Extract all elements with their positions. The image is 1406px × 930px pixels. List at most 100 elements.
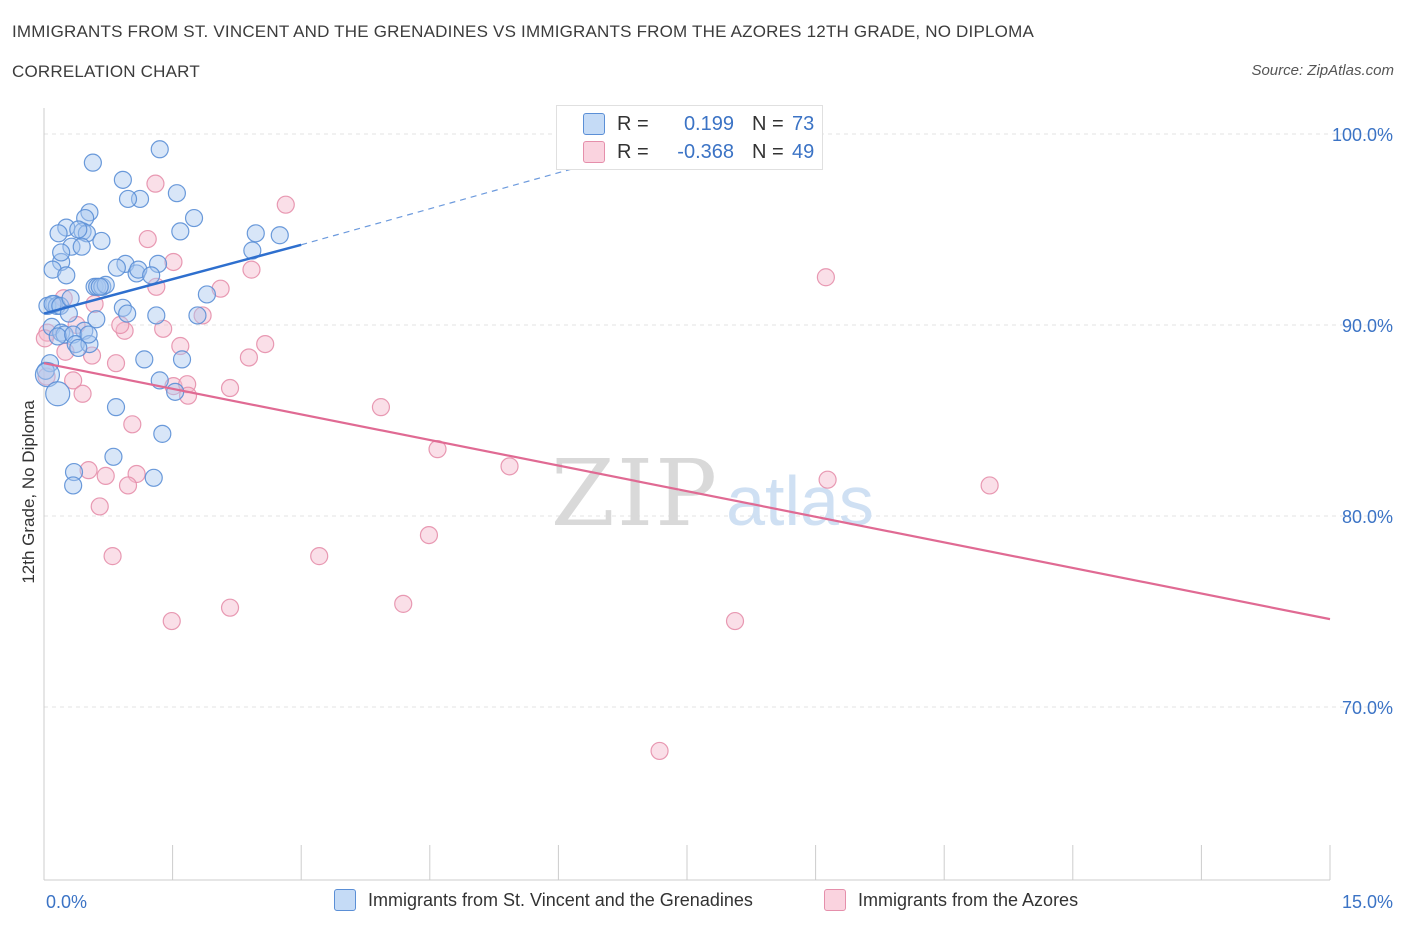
azores-point bbox=[193, 306, 212, 325]
vincent-point bbox=[135, 350, 154, 369]
legend-r-label: R = bbox=[617, 140, 649, 163]
azores-point bbox=[310, 547, 329, 566]
series-azores-points bbox=[35, 174, 999, 761]
vincent-point bbox=[171, 222, 190, 241]
vincent-point bbox=[113, 170, 132, 189]
vincent-point bbox=[118, 304, 137, 323]
azores-point bbox=[239, 348, 259, 367]
vincent-point bbox=[148, 254, 168, 273]
bottom-legend-swatch-series1 bbox=[334, 889, 356, 911]
watermark: ZIP atlas bbox=[551, 440, 874, 547]
azores-point bbox=[103, 547, 122, 566]
vincent-point bbox=[72, 237, 91, 256]
vincent-point bbox=[87, 310, 106, 329]
vincent-point bbox=[167, 184, 186, 203]
legend-n-label: N = bbox=[752, 112, 784, 135]
vincent-point bbox=[107, 258, 126, 277]
azores-point bbox=[256, 335, 275, 354]
azores-point bbox=[138, 229, 157, 249]
azores-point bbox=[220, 598, 240, 617]
azores-point bbox=[79, 461, 98, 480]
vincent-point bbox=[57, 266, 76, 285]
azores-point bbox=[106, 354, 126, 373]
vincent-point bbox=[118, 189, 138, 209]
trend-line-series2 bbox=[43, 362, 1331, 621]
vincent-point bbox=[69, 338, 88, 358]
azores-point bbox=[73, 384, 92, 403]
vincent-point bbox=[43, 260, 62, 279]
vincent-point bbox=[45, 381, 71, 407]
vincent-point bbox=[188, 306, 207, 325]
vincent-point bbox=[150, 140, 169, 159]
azores-point bbox=[242, 260, 261, 279]
chart-title: IMMIGRANTS FROM ST. VINCENT AND THE GREN… bbox=[12, 22, 1034, 41]
vincent-point bbox=[92, 231, 111, 251]
vincent-point bbox=[69, 220, 88, 239]
azores-point bbox=[980, 476, 999, 495]
azores-point bbox=[96, 466, 115, 485]
azores-point bbox=[211, 279, 230, 298]
x-tick-label: 15.0% bbox=[1342, 892, 1393, 912]
y-tick-label: 70.0% bbox=[1342, 698, 1393, 718]
legend-row-series1: R = 0.199 N = 73 bbox=[583, 111, 814, 137]
vincent-point bbox=[147, 306, 166, 325]
watermark-zip: ZIP bbox=[551, 440, 719, 547]
azores-point bbox=[818, 470, 837, 489]
vincent-point bbox=[197, 285, 216, 304]
azores-point bbox=[123, 415, 142, 434]
legend-n-value: 73 bbox=[792, 112, 815, 135]
azores-point bbox=[371, 398, 391, 417]
azores-point bbox=[146, 174, 165, 193]
vincent-point bbox=[83, 153, 102, 172]
trend-line-series1-extension bbox=[301, 160, 602, 246]
legend-swatch-series2 bbox=[583, 141, 605, 163]
vincent-point bbox=[246, 224, 265, 243]
y-tick-label: 90.0% bbox=[1342, 316, 1393, 336]
vincent-point bbox=[48, 327, 67, 346]
azores-point bbox=[725, 611, 745, 631]
watermark-atlas: atlas bbox=[726, 462, 874, 540]
trend-lines bbox=[43, 160, 1331, 621]
vincent-point bbox=[90, 277, 109, 296]
azores-point bbox=[171, 336, 190, 356]
vincent-point bbox=[64, 476, 83, 495]
trend-line-series1 bbox=[43, 243, 302, 315]
azores-point bbox=[90, 497, 109, 516]
legend-n-value: 49 bbox=[792, 140, 815, 163]
gridlines: 70.0% 80.0% 90.0% 100.0% bbox=[44, 125, 1394, 718]
vincent-point bbox=[77, 224, 96, 243]
source-label: Source: ZipAtlas.com bbox=[1251, 62, 1394, 79]
bottom-legend-series1: Immigrants from St. Vincent and the Gren… bbox=[334, 889, 753, 911]
azores-point bbox=[419, 525, 439, 545]
bottom-legend-swatch-series2 bbox=[824, 889, 846, 911]
vincent-point bbox=[106, 398, 126, 417]
y-tick-label: 80.0% bbox=[1342, 507, 1393, 527]
vincent-point bbox=[79, 325, 98, 344]
vincent-point bbox=[49, 224, 68, 243]
azores-point bbox=[164, 252, 183, 272]
legend-swatch-series1 bbox=[583, 113, 605, 135]
correlation-legend: R = 0.199 N = 73 R = -0.368 N = 49 bbox=[556, 105, 823, 170]
bottom-legend: Immigrants from St. Vincent and the Gren… bbox=[0, 889, 1406, 915]
azores-point bbox=[162, 611, 181, 631]
azores-point bbox=[118, 476, 138, 495]
legend-r-value: -0.368 bbox=[677, 140, 734, 163]
vincent-point bbox=[144, 468, 163, 487]
x-tick-label: 0.0% bbox=[46, 892, 87, 912]
vincent-point bbox=[166, 382, 185, 401]
azores-point bbox=[64, 371, 83, 390]
vincent-point bbox=[52, 243, 71, 262]
vincent-point bbox=[104, 447, 123, 466]
vincent-point bbox=[80, 335, 99, 354]
bottom-legend-label-series1: Immigrants from St. Vincent and the Gren… bbox=[368, 889, 753, 910]
vincent-point bbox=[64, 462, 84, 482]
azores-point bbox=[37, 367, 56, 386]
azores-point bbox=[816, 268, 835, 287]
azores-point bbox=[82, 346, 102, 365]
azores-point bbox=[276, 195, 295, 214]
series-vincent-points bbox=[34, 140, 289, 495]
vincent-point bbox=[142, 266, 161, 285]
legend-row-series2: R = -0.368 N = 49 bbox=[583, 139, 814, 165]
vincent-point bbox=[184, 208, 204, 228]
bottom-legend-series2: Immigrants from the Azores bbox=[824, 889, 1078, 911]
